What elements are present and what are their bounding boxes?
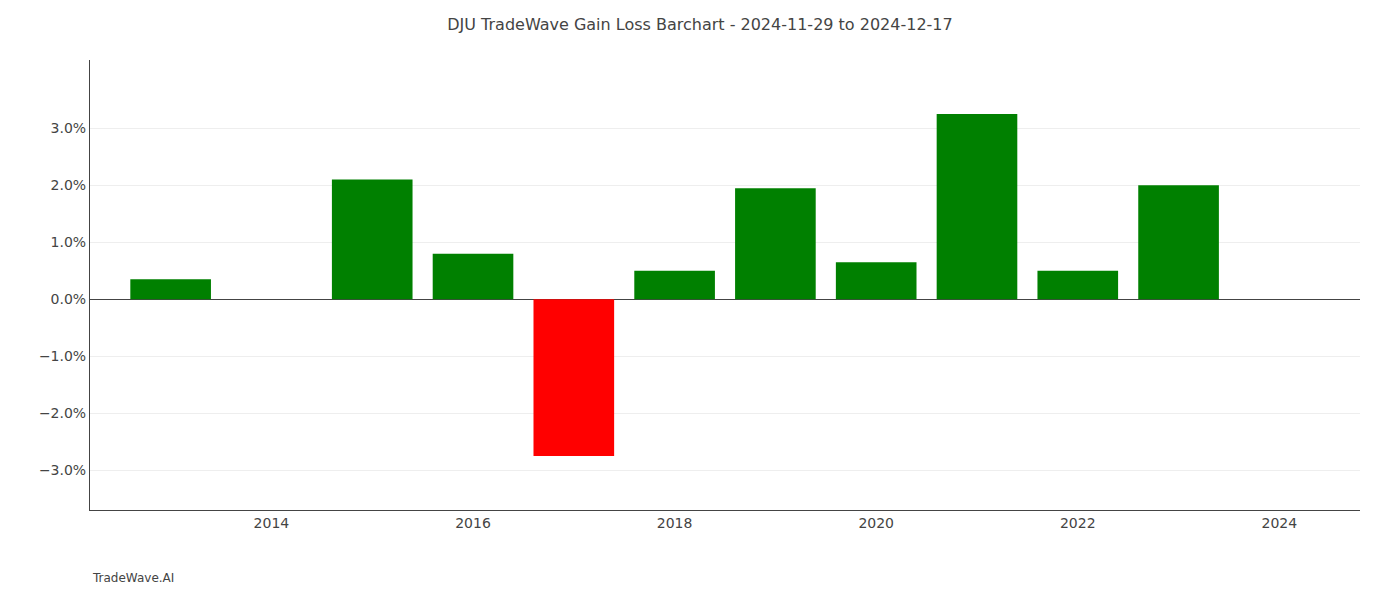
svg-text:DJU TradeWave Gain Loss Barcha: DJU TradeWave Gain Loss Barchart - 2024-… [447,15,952,34]
svg-text:−2.0%: −2.0% [39,405,86,421]
svg-text:0.0%: 0.0% [51,291,87,307]
svg-text:2024: 2024 [1262,515,1298,531]
svg-text:TradeWave.AI: TradeWave.AI [92,571,174,585]
svg-text:2014: 2014 [254,515,290,531]
svg-text:1.0%: 1.0% [51,234,87,250]
svg-text:2.0%: 2.0% [51,177,87,193]
svg-text:2020: 2020 [858,515,894,531]
svg-text:2022: 2022 [1060,515,1096,531]
svg-text:2018: 2018 [657,515,693,531]
svg-text:2016: 2016 [455,515,491,531]
svg-text:−3.0%: −3.0% [39,462,86,478]
svg-text:3.0%: 3.0% [51,120,87,136]
svg-text:−1.0%: −1.0% [39,348,86,364]
